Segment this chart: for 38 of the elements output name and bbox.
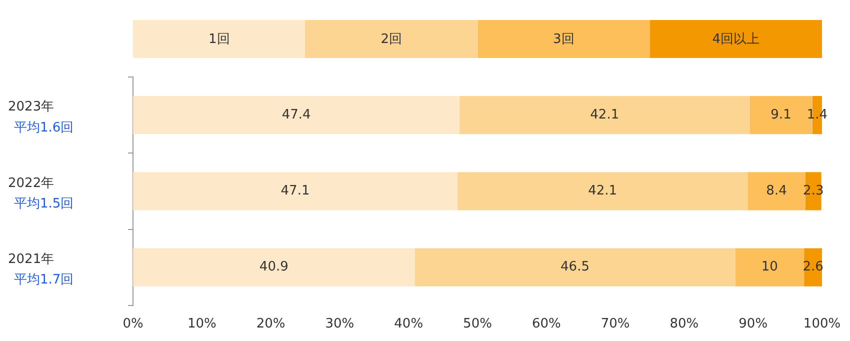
x-tick-label: 70%	[600, 316, 630, 332]
text: 1回	[133, 20, 306, 58]
x-tick-label: 90%	[738, 316, 768, 332]
data-label: 8.4	[766, 184, 787, 199]
y-tick-label: 2023年	[8, 100, 54, 115]
y-tick-label: 2021年	[8, 252, 54, 267]
bar	[748, 172, 806, 210]
bar	[460, 96, 750, 134]
bar	[133, 248, 415, 286]
bar	[414, 248, 736, 286]
bar	[133, 96, 460, 134]
text: 4回以上	[650, 20, 822, 58]
x-tick-label: 0%	[122, 316, 144, 332]
y-tick-label: 2022年	[8, 176, 54, 191]
x-tick-label: 60%	[532, 316, 561, 332]
x-tick-label: 80%	[670, 316, 699, 332]
text: 平均1.5回	[14, 196, 74, 212]
data-label: 46.5	[560, 260, 590, 275]
data-label: 42.1	[588, 184, 618, 199]
bar	[735, 248, 804, 286]
data-label: 47.1	[280, 184, 310, 199]
bar	[458, 172, 748, 210]
x-tick-label: 100%	[803, 316, 841, 332]
x-tick-label: 40%	[394, 316, 424, 332]
data-label: 9.1	[770, 107, 792, 122]
x-tick-label: 30%	[325, 316, 354, 332]
x-tick-label: 20%	[256, 316, 286, 332]
text: 2回	[305, 20, 478, 58]
text: 平均1.7回	[14, 272, 74, 288]
data-label: 10	[761, 260, 778, 275]
text: 3回	[478, 20, 650, 58]
data-label: 47.4	[282, 107, 311, 122]
data-label: 40.9	[259, 260, 288, 275]
text: 平均1.6回	[14, 120, 74, 136]
data-label: 42.1	[590, 107, 620, 122]
x-tick-label: 50%	[463, 316, 492, 332]
x-tick-label: 10%	[187, 316, 216, 332]
bar	[133, 172, 458, 210]
